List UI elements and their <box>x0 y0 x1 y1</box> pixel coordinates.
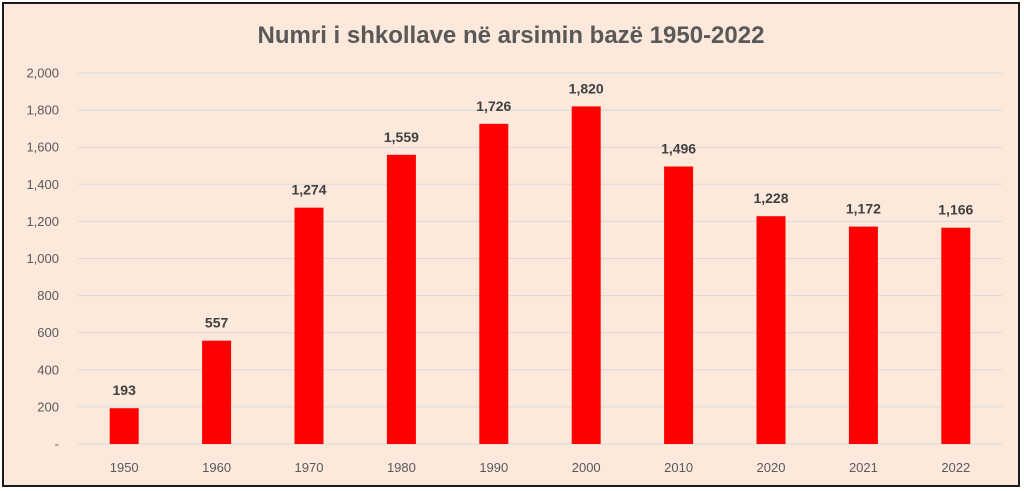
y-tick-label: - <box>55 437 59 452</box>
data-label: 193 <box>113 382 137 398</box>
data-label: 1,228 <box>753 190 788 206</box>
x-tick-label: 2010 <box>664 460 693 475</box>
bar <box>664 166 694 444</box>
x-tick-label: 1970 <box>295 460 324 475</box>
y-tick-label: 1,600 <box>26 140 59 155</box>
y-tick-label: 600 <box>37 325 59 340</box>
x-tick-label: 2021 <box>849 460 878 475</box>
data-label: 1,274 <box>291 182 326 198</box>
bar <box>571 106 601 444</box>
x-tick-label: 2022 <box>941 460 970 475</box>
bar <box>848 226 878 444</box>
chart-title: Numri i shkollave në arsimin bazë 1950-2… <box>257 22 765 49</box>
data-label: 557 <box>205 315 229 331</box>
x-tick-label: 1960 <box>202 460 231 475</box>
x-tick-label: 1950 <box>110 460 139 475</box>
bar <box>941 227 971 444</box>
x-tick-label: 2000 <box>572 460 601 475</box>
bar <box>202 340 232 444</box>
bar <box>294 207 324 444</box>
data-label: 1,166 <box>938 202 973 218</box>
y-tick-label: 2,000 <box>26 66 59 81</box>
x-tick-label: 1980 <box>387 460 416 475</box>
data-label: 1,496 <box>661 140 696 156</box>
y-tick-label: 1,800 <box>26 103 59 118</box>
y-tick-label: 1,400 <box>26 177 59 192</box>
x-tick-label: 2020 <box>757 460 786 475</box>
x-tick-label: 1990 <box>479 460 508 475</box>
y-tick-label: 1,000 <box>26 251 59 266</box>
data-label: 1,726 <box>476 98 511 114</box>
data-label: 1,559 <box>384 129 419 145</box>
y-tick-label: 1,200 <box>26 214 59 229</box>
bar <box>109 408 139 444</box>
bar <box>756 216 786 444</box>
y-tick-label: 400 <box>37 362 59 377</box>
bar <box>386 154 416 445</box>
bar <box>479 123 509 445</box>
data-label: 1,172 <box>846 201 881 217</box>
y-tick-label: 200 <box>37 399 59 414</box>
y-tick-label: 800 <box>37 288 59 303</box>
data-label: 1,820 <box>569 80 604 96</box>
